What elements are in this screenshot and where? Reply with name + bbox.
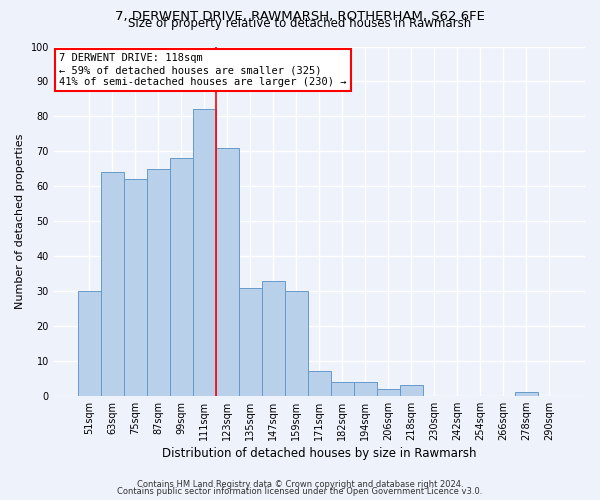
Bar: [216, 148, 239, 396]
Bar: [400, 386, 423, 396]
Bar: [170, 158, 193, 396]
Bar: [377, 389, 400, 396]
Text: 7, DERWENT DRIVE, RAWMARSH, ROTHERHAM, S62 6FE: 7, DERWENT DRIVE, RAWMARSH, ROTHERHAM, S…: [115, 10, 485, 23]
Text: Contains public sector information licensed under the Open Government Licence v3: Contains public sector information licen…: [118, 487, 482, 496]
Bar: [262, 280, 285, 396]
Bar: [239, 288, 262, 396]
Bar: [515, 392, 538, 396]
Bar: [331, 382, 354, 396]
Bar: [101, 172, 124, 396]
Bar: [147, 169, 170, 396]
Bar: [78, 291, 101, 396]
Bar: [308, 372, 331, 396]
Bar: [285, 291, 308, 396]
X-axis label: Distribution of detached houses by size in Rawmarsh: Distribution of detached houses by size …: [162, 447, 476, 460]
Text: 7 DERWENT DRIVE: 118sqm
← 59% of detached houses are smaller (325)
41% of semi-d: 7 DERWENT DRIVE: 118sqm ← 59% of detache…: [59, 54, 347, 86]
Text: Size of property relative to detached houses in Rawmarsh: Size of property relative to detached ho…: [128, 18, 472, 30]
Bar: [354, 382, 377, 396]
Y-axis label: Number of detached properties: Number of detached properties: [15, 134, 25, 309]
Bar: [193, 110, 216, 396]
Text: Contains HM Land Registry data © Crown copyright and database right 2024.: Contains HM Land Registry data © Crown c…: [137, 480, 463, 489]
Bar: [124, 179, 147, 396]
